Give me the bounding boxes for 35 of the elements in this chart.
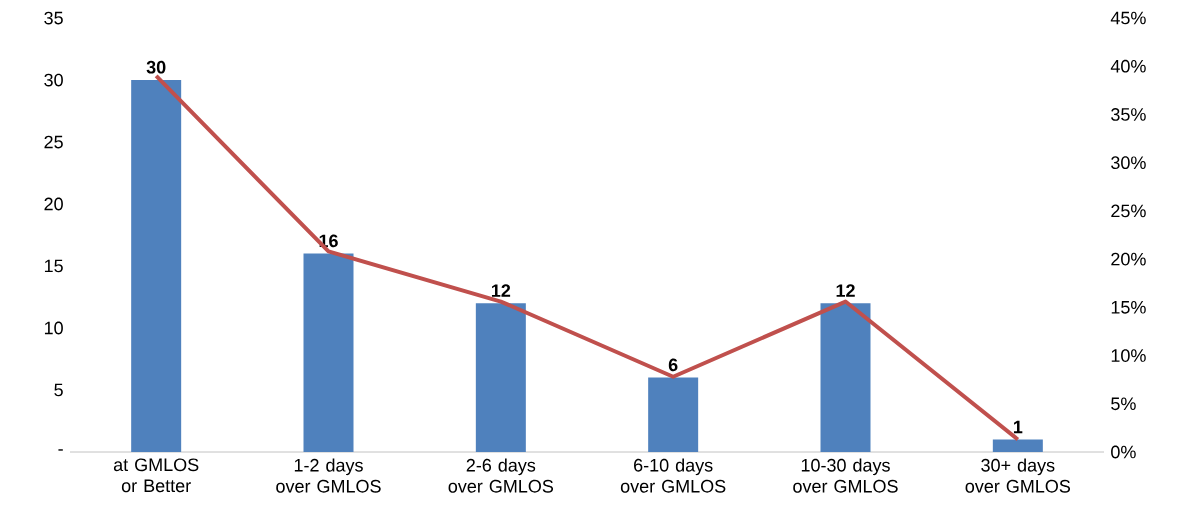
bar <box>992 439 1043 452</box>
bar <box>648 377 699 452</box>
y-tick-label: 25 <box>44 135 63 149</box>
y2-tick-label: 20% <box>1111 252 1146 266</box>
y-tick-label: 10 <box>44 321 63 335</box>
data-label: 1 <box>1013 420 1023 434</box>
bar <box>475 303 526 452</box>
y2-tick-label: 45% <box>1110 11 1146 25</box>
y-tick-label: 35 <box>44 11 63 25</box>
data-label: 30 <box>146 60 166 74</box>
y-tick-label: 20 <box>44 197 63 211</box>
x-tick-label: 1-2 days over GMLOS <box>276 458 381 493</box>
data-label: 12 <box>836 284 855 297</box>
y2-tick-label: 5% <box>1111 397 1136 411</box>
y-tick-label: - <box>58 449 63 451</box>
y2-tick-label: 15% <box>1111 301 1146 314</box>
x-tick-label: 30+ days over GMLOS <box>965 458 1071 493</box>
bar <box>820 303 871 452</box>
y2-tick-label: 10% <box>1111 349 1146 362</box>
x-tick-label: 2-6 days over GMLOS <box>448 458 554 493</box>
data-label: 6 <box>668 358 678 372</box>
y-tick-label: 5 <box>54 383 63 397</box>
x-tick-label: at GMLOS or Better <box>113 458 199 493</box>
y2-tick-label: 40% <box>1110 59 1146 73</box>
bar <box>131 80 182 452</box>
y2-tick-label: 0% <box>1111 445 1136 459</box>
y2-tick-label: 30% <box>1111 156 1146 170</box>
bar <box>303 253 354 452</box>
x-tick-label: 6-10 days over GMLOS <box>620 458 726 493</box>
y2-tick-label: 25% <box>1111 204 1146 218</box>
y2-tick-label: 35% <box>1111 108 1146 121</box>
data-label: 12 <box>491 284 511 297</box>
y-tick-label: 30 <box>44 73 63 87</box>
y-tick-label: 15 <box>44 259 63 273</box>
x-tick-label: 10-30 days over GMLOS <box>793 458 898 493</box>
